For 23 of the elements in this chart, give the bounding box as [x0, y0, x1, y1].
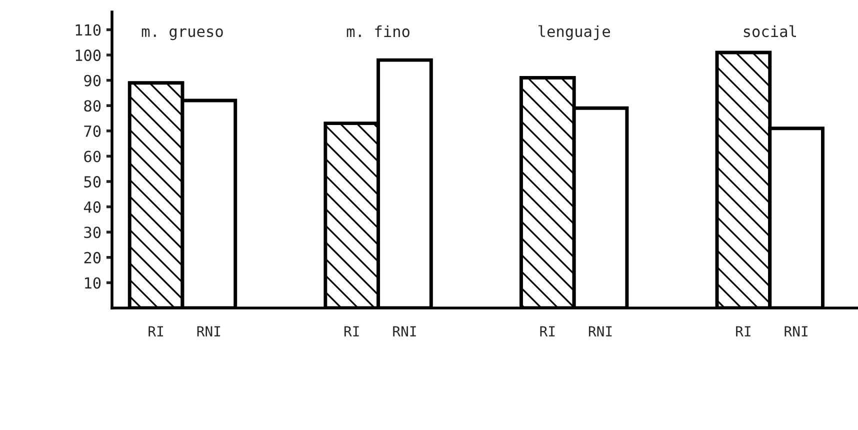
- y-tick-label: 100: [76, 50, 101, 62]
- text: RNI: [588, 326, 612, 336]
- text: RNI: [784, 326, 808, 336]
- x-tick-label: m. grueso: [142, 28, 223, 40]
- y-tick-label: 90: [84, 74, 101, 86]
- text: RI: [540, 326, 555, 336]
- series-label: RI: [148, 326, 164, 336]
- text: RI: [736, 326, 750, 336]
- y-tick-label: 110: [76, 24, 101, 36]
- y-tick-label: 10: [85, 277, 101, 289]
- y-tick-label: 20: [84, 252, 101, 264]
- y-tick-label: 40: [84, 201, 101, 213]
- x-tick-label: lenguaje: [538, 25, 610, 40]
- text: RNI: [393, 326, 416, 336]
- y-tick-label: 50: [84, 176, 101, 188]
- series-label: RNI: [197, 326, 220, 336]
- y-tick-label: 80: [84, 100, 101, 112]
- y-tick-label: 30: [84, 226, 101, 238]
- x-tick-label: social: [744, 25, 796, 38]
- x-tick-label: m. fino: [346, 25, 410, 38]
- y-tick-label: 60: [84, 150, 101, 162]
- text: RI: [344, 326, 359, 336]
- y-tick-label: 70: [84, 125, 101, 137]
